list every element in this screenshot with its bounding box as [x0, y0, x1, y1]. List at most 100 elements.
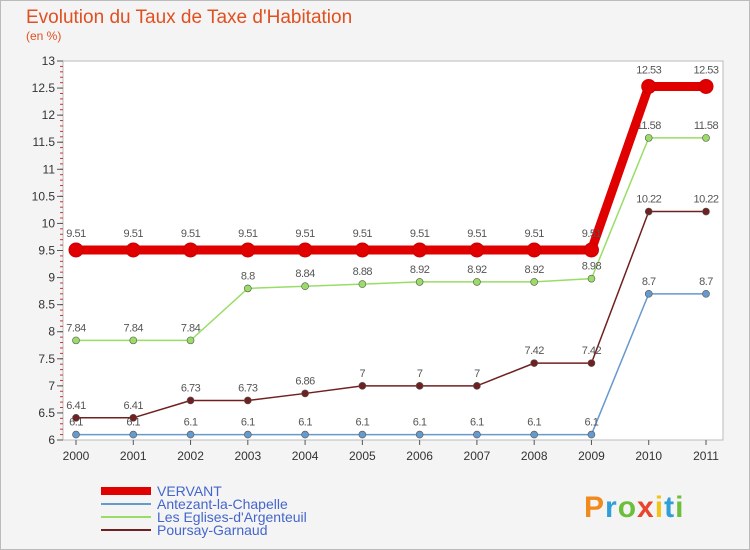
y-tick-label: 9 [48, 271, 55, 285]
data-label: 9.51 [524, 228, 544, 240]
y-tick-label: 7 [48, 379, 55, 393]
data-point [186, 336, 195, 345]
data-point [183, 242, 199, 258]
data-point [358, 280, 367, 288]
data-point [526, 242, 542, 258]
legend-label-eglises: Les Eglises-d'Argenteuil [157, 509, 307, 525]
x-tick-label: 2003 [234, 449, 261, 463]
data-label: 6.41 [66, 400, 86, 412]
data-label: 7 [474, 368, 480, 380]
data-point [473, 382, 481, 390]
y-tick-label: 12 [42, 108, 56, 122]
data-point [469, 242, 485, 258]
y-tick-label: 6.5 [38, 406, 55, 420]
data-label: 6.1 [527, 417, 541, 429]
data-point [415, 382, 424, 390]
data-label: 9.51 [238, 228, 258, 240]
data-point [702, 207, 710, 216]
data-point [72, 430, 80, 439]
x-tick-label: 2000 [63, 449, 90, 463]
data-label: 7.42 [524, 345, 544, 357]
data-label: 8.8 [241, 270, 255, 282]
legend-label-vervant: VERVANT [157, 483, 222, 499]
y-tick-label: 13 [42, 54, 56, 68]
x-tick-label: 2002 [177, 449, 204, 463]
data-point [587, 359, 596, 367]
data-point [415, 430, 424, 439]
data-label: 7.84 [124, 322, 144, 334]
data-point [698, 78, 714, 94]
data-label: 12.53 [636, 64, 661, 76]
data-point [129, 414, 138, 422]
chart-title: Evolution du Taux de Taxe d'Habitation [26, 7, 353, 28]
data-point [473, 430, 481, 439]
data-label: 8.92 [524, 264, 544, 276]
data-label: 7 [360, 368, 366, 380]
data-label: 8.88 [353, 266, 373, 278]
data-label: 8.84 [295, 268, 315, 280]
data-label: 8.7 [642, 276, 656, 288]
y-tick-label: 9.5 [38, 244, 55, 258]
y-tick-label: 8.5 [38, 298, 55, 312]
logo-letter: r [605, 491, 618, 524]
data-label: 6.1 [585, 417, 599, 429]
data-point [702, 290, 710, 298]
data-point [358, 430, 367, 439]
data-point [415, 278, 424, 286]
data-label: 10.22 [693, 194, 718, 206]
data-label: 9.51 [582, 228, 602, 240]
data-point [244, 284, 252, 293]
x-tick-label: 2001 [120, 449, 147, 463]
data-point [530, 359, 538, 367]
data-label: 6.1 [298, 417, 312, 429]
y-tick-label: 12.5 [32, 81, 56, 95]
data-label: 6.1 [241, 417, 255, 429]
series-line-1 [76, 293, 706, 436]
data-point [301, 282, 309, 291]
data-point [244, 430, 252, 439]
series-line-0 [76, 81, 706, 255]
data-label: 6.1 [184, 417, 198, 429]
data-point [72, 336, 80, 345]
logo-letter: i [654, 491, 665, 524]
y-tick-label: 10.5 [32, 189, 56, 203]
logo-letter: o [617, 491, 638, 524]
data-point [240, 242, 256, 258]
y-tick-label: 6 [48, 433, 55, 447]
data-point [412, 242, 428, 258]
chart-subtitle: (en %) [26, 29, 62, 43]
x-tick-label: 2009 [578, 449, 605, 463]
legend-label-antezant: Antezant-la-Chapelle [157, 496, 288, 512]
data-label: 9.51 [410, 228, 430, 240]
data-label: 8.98 [582, 261, 602, 273]
data-label: 6.86 [295, 375, 315, 387]
data-point [644, 290, 653, 298]
data-label: 9.51 [66, 228, 86, 240]
data-label: 11.58 [694, 120, 719, 132]
legend-item-vervant: VERVANT [101, 483, 461, 499]
legend-swatch-eglises [101, 516, 151, 518]
data-label: 8.7 [699, 276, 713, 288]
data-point [186, 396, 195, 405]
y-tick-label: 10 [42, 216, 56, 230]
data-label: 8.92 [410, 264, 430, 276]
y-tick-label: 11.5 [33, 135, 56, 149]
data-point [244, 396, 252, 405]
data-label: 9.51 [181, 228, 201, 240]
data-point [702, 134, 710, 142]
x-tick-label: 2008 [521, 449, 548, 463]
data-label: 11.58 [637, 120, 662, 132]
data-label: 7.42 [582, 345, 602, 357]
data-point [129, 430, 138, 439]
proxiti-logo: Proxiti [584, 491, 684, 525]
data-point [301, 430, 309, 439]
logo-letter: t [664, 491, 676, 524]
y-tick-label: 8 [48, 325, 55, 339]
series-line-3 [76, 210, 706, 419]
data-label: 9.51 [353, 228, 373, 240]
logo-letter: P [584, 491, 606, 524]
series-line-2 [76, 137, 706, 342]
legend-label-poursay: Poursay-Garnaud [157, 522, 268, 538]
